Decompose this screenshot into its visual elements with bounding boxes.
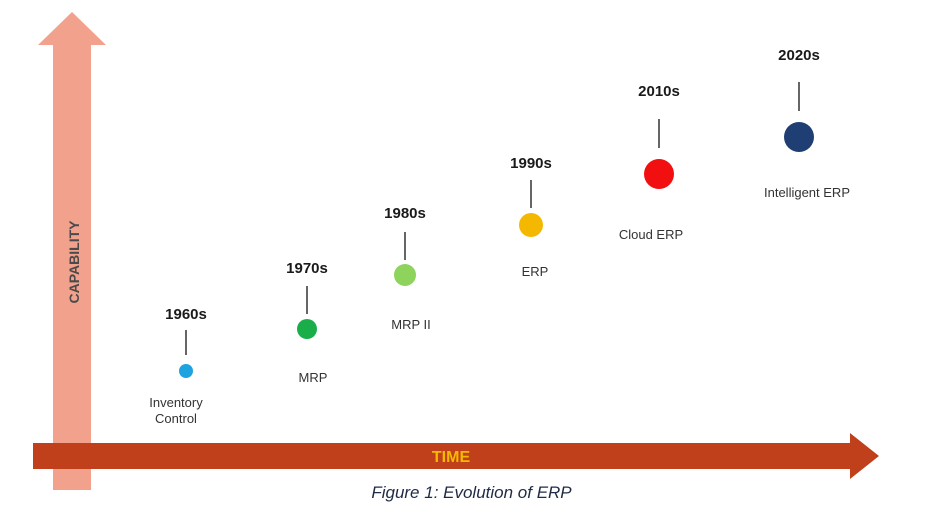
era-name-label: MRP II bbox=[391, 317, 431, 332]
era-year-label: 1980s bbox=[384, 205, 426, 222]
era-milestone: 2020s Intelligent ERP bbox=[764, 47, 850, 200]
era-name-label: MRP bbox=[299, 370, 328, 385]
era-dot bbox=[519, 213, 543, 237]
era-milestone: 2010s Cloud ERP bbox=[619, 83, 683, 242]
era-year-label: 1990s bbox=[510, 155, 552, 172]
time-arrow bbox=[33, 433, 879, 479]
era-year-label: 1970s bbox=[286, 260, 328, 277]
era-milestone: 1970s MRP bbox=[286, 260, 328, 385]
era-dot bbox=[644, 159, 674, 189]
era-milestone: 1990s ERP bbox=[510, 155, 552, 279]
era-year-label: 2010s bbox=[638, 83, 680, 100]
era-dot bbox=[784, 122, 814, 152]
era-year-label: 2020s bbox=[778, 47, 820, 64]
era-name-label: Control bbox=[155, 411, 197, 426]
capability-arrow bbox=[38, 12, 106, 490]
time-axis-label: TIME bbox=[432, 449, 471, 466]
era-name-label: Cloud ERP bbox=[619, 227, 683, 242]
capability-axis-label: CAPABILITY bbox=[66, 220, 82, 304]
era-year-label: 1960s bbox=[165, 306, 207, 323]
era-name-label: Inventory bbox=[149, 395, 203, 410]
era-dot bbox=[394, 264, 416, 286]
era-dot bbox=[179, 364, 193, 378]
figure-caption: Figure 1: Evolution of ERP bbox=[371, 483, 572, 502]
era-name-label: Intelligent ERP bbox=[764, 185, 850, 200]
era-milestone: 1980s MRP II bbox=[384, 205, 431, 332]
era-dot bbox=[297, 319, 317, 339]
era-name-label: ERP bbox=[522, 264, 549, 279]
